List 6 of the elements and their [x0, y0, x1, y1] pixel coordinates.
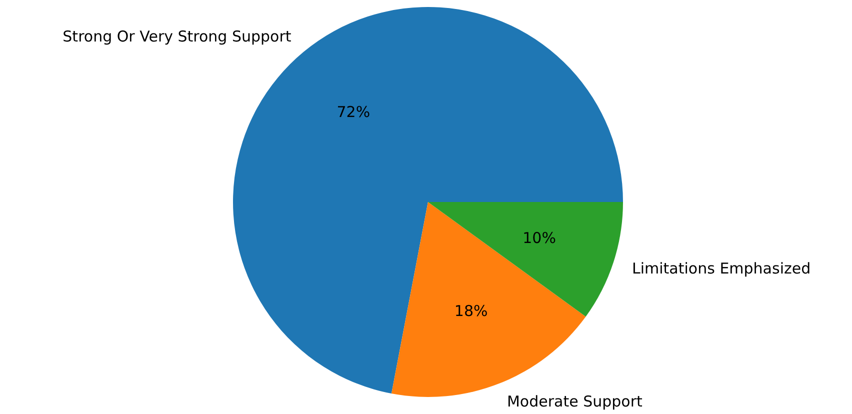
slice-label: Limitations Emphasized — [632, 259, 811, 278]
data-label: 18% — [454, 302, 488, 320]
slice-label: Strong Or Very Strong Support — [62, 28, 292, 46]
slice-label: Moderate Support — [506, 392, 642, 410]
data-label: 72% — [336, 102, 370, 121]
data-label: 10% — [522, 229, 556, 248]
